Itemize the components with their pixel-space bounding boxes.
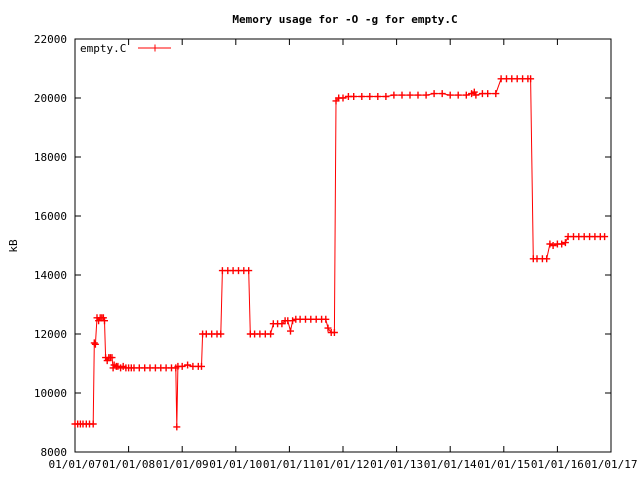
y-tick-label: 16000 [34, 210, 67, 223]
y-axis-ticks: 8000 10000 12000 14000 16000 18000 20000 22000 [34, 33, 611, 459]
y-tick-label: 18000 [34, 151, 67, 164]
data-point-marker [330, 329, 338, 336]
data-point-marker [350, 93, 358, 100]
data-point-marker [267, 330, 275, 338]
data-point-marker [561, 239, 569, 247]
data-point-marker [358, 93, 366, 100]
data-point-marker [454, 91, 462, 99]
data-point-marker [446, 91, 454, 99]
data-point-marker [108, 354, 116, 362]
data-point-marker [549, 242, 557, 249]
data-point-marker [90, 339, 98, 347]
data-point-marker [322, 315, 330, 323]
legend-marker-swatch [151, 44, 159, 52]
y-tick-label: 14000 [34, 269, 67, 282]
series-layer [71, 75, 609, 431]
data-point-marker [245, 267, 253, 275]
data-point-marker [198, 362, 205, 370]
data-point-marker [414, 91, 422, 99]
data-point-marker [546, 240, 554, 248]
data-point-marker [472, 91, 480, 99]
x-tick-label: 01/01/14 [424, 458, 477, 471]
data-point-marker [406, 91, 414, 99]
data-point-marker [390, 91, 398, 99]
data-point-marker [91, 340, 99, 348]
data-point-marker [374, 93, 382, 100]
data-point-marker [430, 90, 438, 98]
legend: empty.C [80, 42, 171, 55]
data-point-marker [178, 362, 186, 370]
chart-title: Memory usage for -O -g for empty.C [232, 13, 457, 26]
y-tick-label: 22000 [34, 33, 67, 46]
data-point-marker [492, 90, 500, 98]
data-point-marker [527, 75, 535, 83]
x-tick-label: 01/01/11 [263, 458, 316, 471]
data-point-marker [422, 91, 430, 99]
x-tick-label: 01/01/08 [102, 458, 155, 471]
data-point-marker [601, 233, 609, 241]
data-point-marker [462, 91, 470, 99]
data-point-marker [101, 317, 108, 325]
x-tick-label: 01/01/15 [477, 458, 530, 471]
y-tick-label: 10000 [34, 387, 67, 400]
data-point-marker [484, 90, 492, 98]
data-point-marker [382, 93, 390, 100]
y-tick-label: 8000 [41, 446, 68, 459]
data-point-marker [438, 90, 446, 98]
x-tick-label: 01/01/12 [317, 458, 370, 471]
x-tick-label: 01/01/09 [156, 458, 209, 471]
data-point-marker [366, 93, 374, 100]
data-point-marker [398, 91, 406, 99]
data-point-marker [217, 330, 225, 338]
data-point-marker [543, 255, 551, 263]
x-tick-label: 01/01/07 [49, 458, 102, 471]
x-tick-label: 01/01/17 [585, 458, 638, 471]
data-point-marker [339, 94, 347, 102]
legend-label-empty-c: empty.C [80, 42, 126, 55]
data-point-marker [289, 317, 297, 325]
series-line-empty-c [75, 78, 605, 427]
data-point-marker [89, 420, 97, 428]
x-tick-label: 01/01/10 [209, 458, 262, 471]
y-tick-label: 20000 [34, 92, 67, 105]
y-tick-label: 12000 [34, 328, 67, 341]
y-axis-label: kB [7, 239, 20, 253]
data-point-marker [184, 361, 192, 369]
x-tick-label: 01/01/13 [370, 458, 423, 471]
data-point-marker [558, 240, 566, 248]
x-axis-ticks: 01/01/07 01/01/08 01/01/09 01/01/10 01/01/11… [49, 39, 638, 471]
x-tick-label: 01/01/16 [531, 458, 584, 471]
data-point-marker [173, 423, 181, 431]
data-point-marker [287, 327, 294, 335]
data-point-marker [324, 324, 332, 332]
